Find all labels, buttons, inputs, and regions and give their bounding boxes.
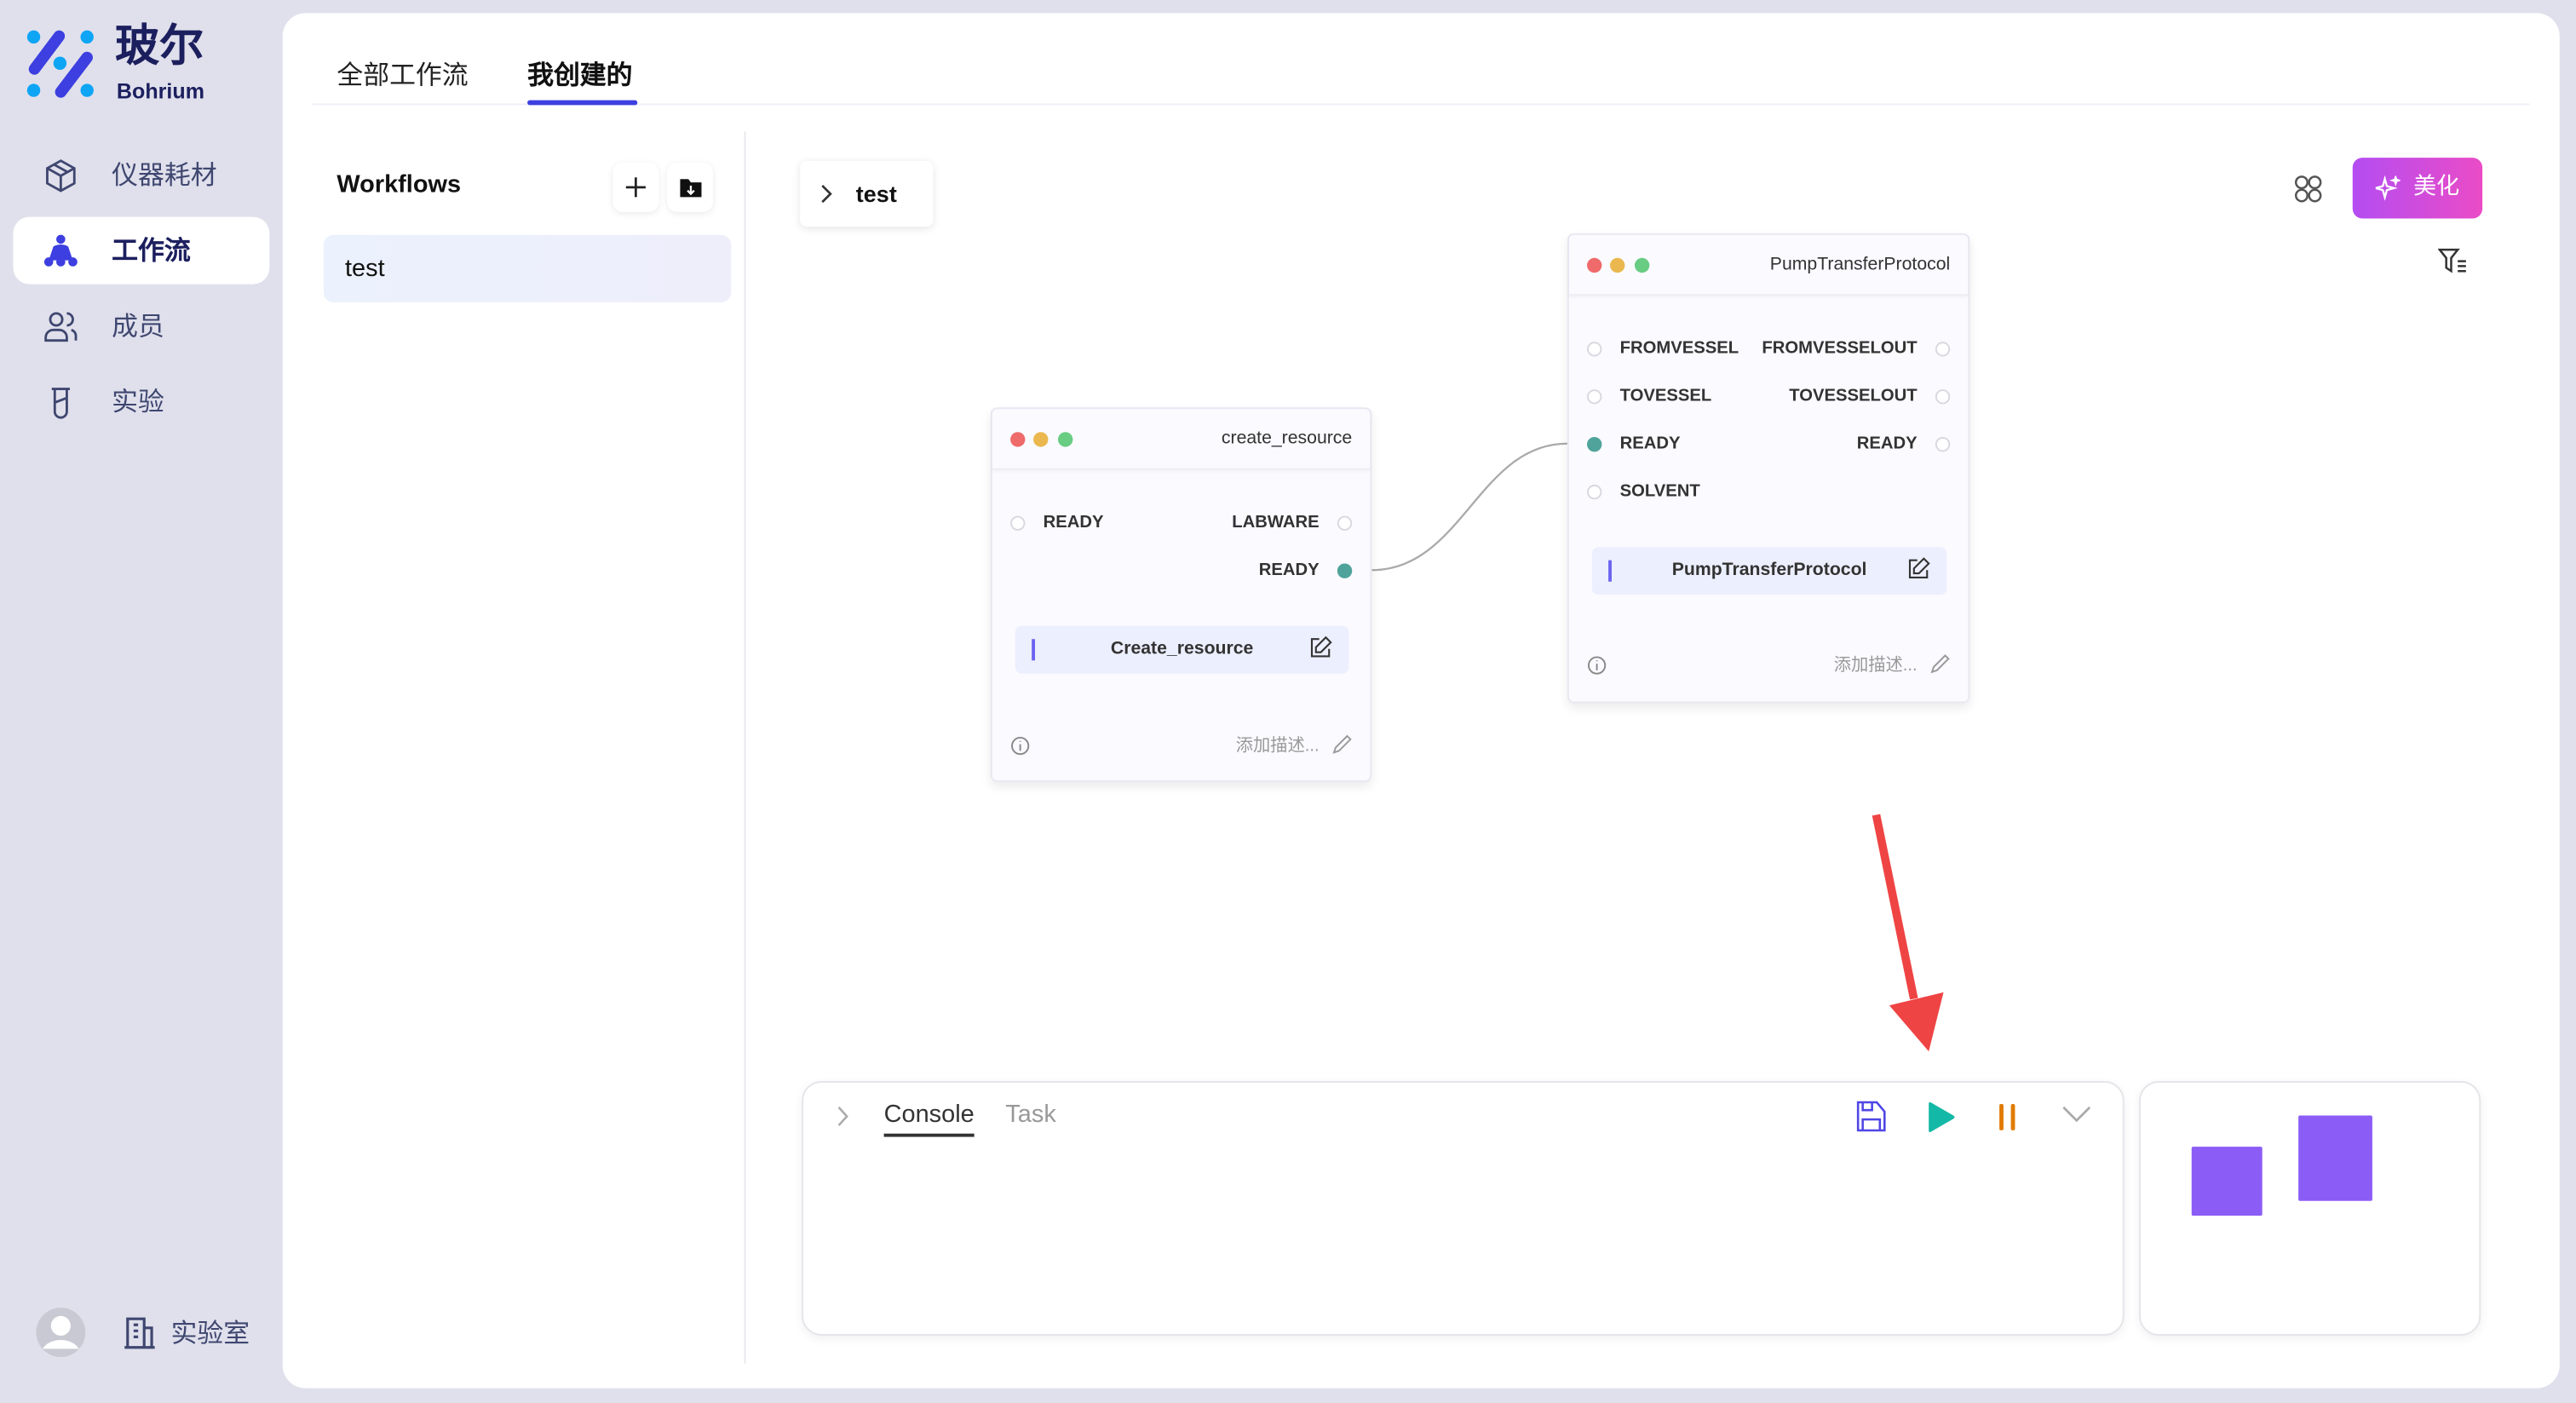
output-port[interactable] xyxy=(1337,515,1353,531)
tab-my-workflows[interactable]: 我创建的 xyxy=(527,59,633,91)
output-port-connected[interactable] xyxy=(1337,563,1353,578)
output-label: LABWARE xyxy=(1232,512,1320,532)
edit-icon[interactable] xyxy=(1309,635,1332,658)
input-label: READY xyxy=(1043,512,1104,532)
workflow-node-create-resource[interactable]: create_resource READY LABWARE READY Crea… xyxy=(990,407,1372,783)
tab-task[interactable]: Task xyxy=(1005,1101,1056,1129)
test-tube-icon xyxy=(51,387,70,418)
breadcrumb-label: test xyxy=(855,180,897,207)
sidebar-item-label: 工作流 xyxy=(112,233,191,266)
output-label: TOVESSELOUT xyxy=(1789,386,1918,406)
save-icon[interactable] xyxy=(1856,1101,1888,1132)
chevron-right-icon[interactable] xyxy=(837,1106,849,1127)
tab-all-workflows[interactable]: 全部工作流 xyxy=(336,59,469,91)
users-icon xyxy=(44,311,78,342)
tabs-divider xyxy=(312,103,2531,106)
active-tab-indicator xyxy=(527,100,638,106)
yellow-dot-icon xyxy=(1033,432,1049,447)
description-placeholder[interactable]: 添加描述... xyxy=(1235,736,1320,756)
minimap[interactable] xyxy=(2139,1081,2481,1336)
import-workflow-button[interactable] xyxy=(667,162,714,212)
sidebar-item-experiments[interactable]: 实验 xyxy=(13,368,269,435)
green-dot-icon xyxy=(1634,257,1650,273)
add-workflow-button[interactable] xyxy=(612,162,659,212)
bohrium-logo-icon xyxy=(26,30,94,98)
run-icon[interactable] xyxy=(1925,1101,1957,1134)
pencil-icon[interactable] xyxy=(1332,734,1352,754)
input-port[interactable] xyxy=(1010,515,1026,531)
output-label: READY xyxy=(1258,560,1320,580)
avatar[interactable] xyxy=(36,1308,86,1358)
input-port[interactable] xyxy=(1587,389,1602,405)
input-port-connected[interactable] xyxy=(1587,437,1602,452)
pause-icon[interactable] xyxy=(1998,1102,2017,1132)
edit-icon[interactable] xyxy=(1907,557,1930,580)
beautify-button[interactable]: 美化 xyxy=(2352,158,2483,219)
layout-icon[interactable] xyxy=(2293,174,2323,204)
minimap-node xyxy=(2191,1147,2263,1216)
output-port[interactable] xyxy=(1935,389,1951,405)
brand-name-en: Bohrium xyxy=(116,78,205,104)
output-port[interactable] xyxy=(1935,342,1951,357)
sidebar-item-label: 仪器耗材 xyxy=(112,158,217,190)
beautify-label: 美化 xyxy=(2413,174,2460,201)
filter-icon[interactable] xyxy=(2438,248,2468,276)
function-label: PumpTransferProtocol xyxy=(1671,560,1867,580)
yellow-dot-icon xyxy=(1610,257,1625,273)
tab-console[interactable]: Console xyxy=(883,1101,975,1137)
chevron-down-icon[interactable] xyxy=(2061,1106,2091,1124)
sidebar-item-label: 成员 xyxy=(112,309,164,342)
red-arrow-annotation xyxy=(1872,814,1918,1000)
chevron-right-icon xyxy=(821,184,832,204)
red-dot-icon xyxy=(1587,257,1602,273)
input-port[interactable] xyxy=(1587,484,1602,500)
input-label: TOVESSEL xyxy=(1619,386,1712,406)
lab-link[interactable]: 实验室 xyxy=(170,1317,250,1349)
workflow-node-pump-transfer[interactable]: PumpTransferProtocol FROMVESSEL FROMVESS… xyxy=(1567,233,1970,704)
sidebar-item-workflow[interactable]: 工作流 xyxy=(13,216,270,285)
sparkle-icon xyxy=(2375,175,2401,201)
node-title: create_resource xyxy=(1221,428,1353,449)
panel-divider xyxy=(744,131,746,1364)
output-label: READY xyxy=(1856,434,1918,454)
brand-name-cn: 玻尔 xyxy=(115,21,204,72)
info-icon[interactable] xyxy=(1010,736,1030,756)
building-icon xyxy=(124,1317,155,1349)
function-box[interactable]: Create_resource xyxy=(1015,625,1349,674)
breadcrumb[interactable]: test xyxy=(800,161,934,227)
folder-download-icon xyxy=(679,179,701,198)
sidebar-item-instruments[interactable]: 仪器耗材 xyxy=(13,141,269,209)
green-dot-icon xyxy=(1058,432,1073,447)
workflows-title: Workflows xyxy=(336,170,462,199)
output-port[interactable] xyxy=(1935,437,1951,452)
output-label: FROMVESSELOUT xyxy=(1762,338,1918,359)
pencil-icon[interactable] xyxy=(1930,654,1950,674)
sidebar-item-label: 实验 xyxy=(112,385,164,417)
console-panel: Console Task xyxy=(802,1081,2125,1336)
sidebar-item-members[interactable]: 成员 xyxy=(13,292,269,359)
input-label: FROMVESSEL xyxy=(1619,338,1739,359)
box-icon xyxy=(46,158,76,192)
red-dot-icon xyxy=(1010,432,1026,447)
plus-icon xyxy=(625,177,646,198)
input-label: READY xyxy=(1619,434,1681,454)
info-icon[interactable] xyxy=(1587,656,1607,676)
input-label: SOLVENT xyxy=(1619,481,1700,502)
minimap-node xyxy=(2298,1115,2372,1201)
workflow-icon xyxy=(43,233,78,266)
workflow-list-item[interactable]: test xyxy=(323,234,732,302)
function-label: Create_resource xyxy=(1110,639,1254,659)
input-port[interactable] xyxy=(1587,342,1602,357)
description-placeholder[interactable]: 添加描述... xyxy=(1833,655,1918,676)
function-box[interactable]: PumpTransferProtocol xyxy=(1591,547,1947,595)
node-title: PumpTransferProtocol xyxy=(1769,254,1951,275)
workflow-item-label: test xyxy=(345,254,385,283)
